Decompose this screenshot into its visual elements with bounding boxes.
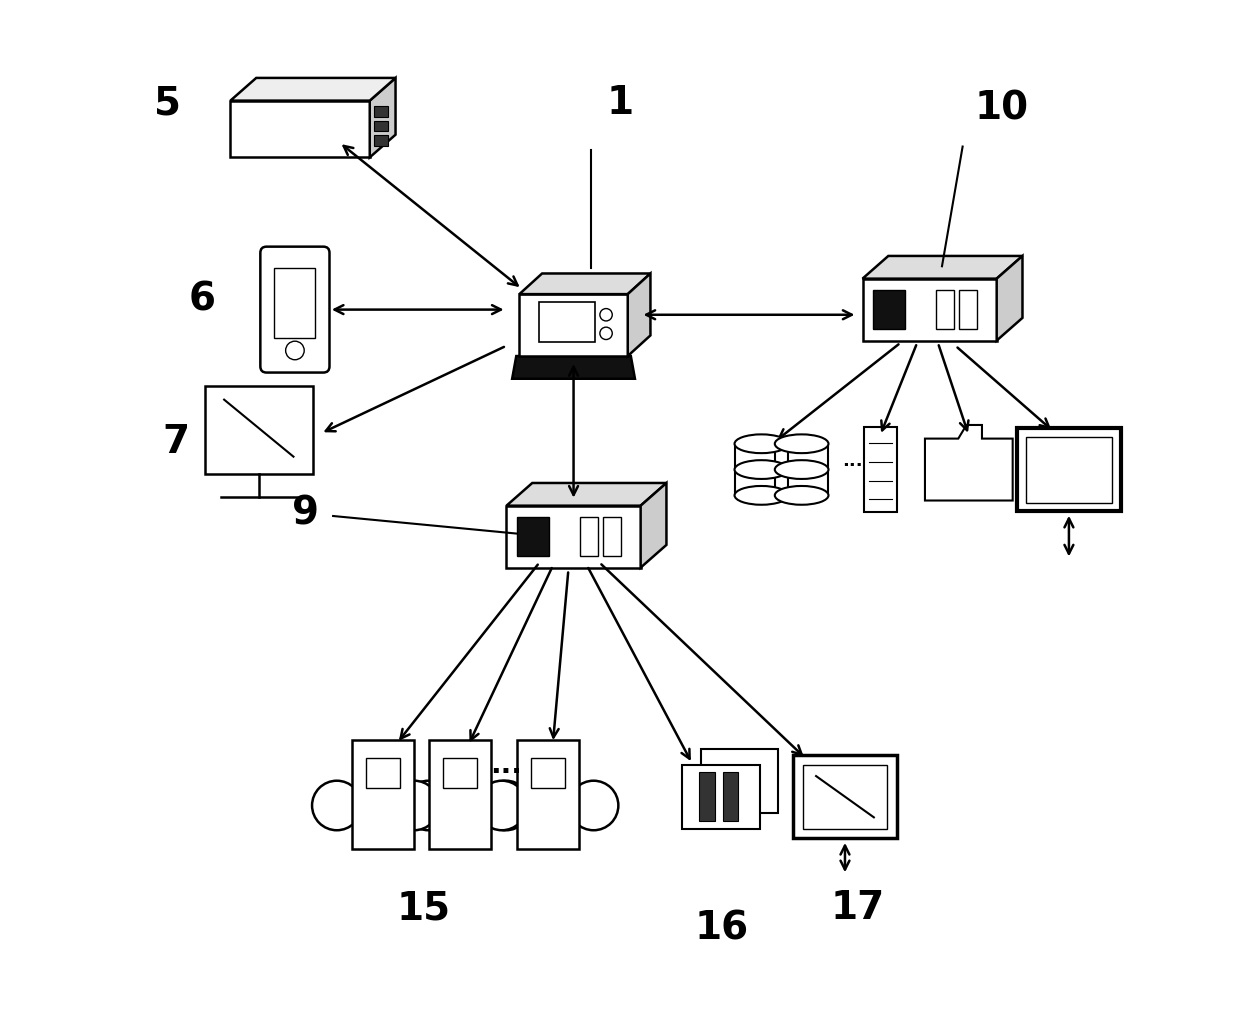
Polygon shape	[863, 256, 1023, 279]
Polygon shape	[997, 256, 1023, 341]
Bar	[506, 506, 641, 568]
Ellipse shape	[734, 486, 789, 505]
Text: 15: 15	[397, 890, 451, 927]
Bar	[520, 294, 627, 356]
Bar	[373, 121, 388, 131]
Bar	[205, 387, 312, 475]
Polygon shape	[231, 78, 396, 101]
Bar	[274, 267, 315, 338]
Text: ···: ···	[491, 757, 522, 786]
Bar	[373, 106, 388, 117]
FancyBboxPatch shape	[260, 247, 330, 373]
Text: ···: ···	[842, 457, 863, 476]
Polygon shape	[512, 356, 635, 379]
Bar	[531, 757, 564, 788]
Circle shape	[569, 780, 619, 830]
Bar	[580, 517, 598, 556]
Circle shape	[600, 327, 613, 340]
Circle shape	[389, 780, 439, 830]
Bar	[1025, 437, 1112, 503]
Circle shape	[477, 780, 527, 830]
Bar	[231, 100, 370, 157]
Bar	[959, 290, 977, 329]
Polygon shape	[520, 273, 651, 294]
Bar	[936, 290, 954, 329]
Text: 9: 9	[291, 495, 319, 533]
Bar	[723, 772, 738, 821]
Circle shape	[600, 309, 613, 321]
Bar	[682, 765, 760, 829]
Text: 16: 16	[694, 910, 748, 947]
Bar	[517, 741, 579, 848]
Ellipse shape	[775, 486, 828, 505]
Bar	[429, 741, 491, 848]
Circle shape	[404, 780, 454, 830]
Text: 6: 6	[188, 281, 216, 318]
Bar	[603, 517, 620, 556]
Text: 5: 5	[155, 85, 181, 122]
Bar	[373, 135, 388, 146]
Bar	[863, 279, 997, 341]
Bar	[517, 517, 549, 556]
Bar	[794, 755, 897, 838]
Bar	[699, 772, 715, 821]
Text: 17: 17	[831, 890, 884, 927]
Bar	[701, 749, 779, 813]
Bar	[443, 757, 477, 788]
Circle shape	[285, 342, 304, 360]
Ellipse shape	[734, 460, 789, 479]
Bar	[1017, 428, 1121, 511]
Ellipse shape	[775, 434, 828, 453]
Circle shape	[312, 780, 362, 830]
Polygon shape	[627, 273, 651, 356]
Text: 7: 7	[162, 423, 190, 460]
Text: 1: 1	[606, 85, 634, 122]
Text: 10: 10	[975, 90, 1029, 127]
Polygon shape	[925, 425, 1013, 501]
Polygon shape	[641, 483, 666, 568]
Bar	[366, 757, 399, 788]
Bar	[863, 427, 897, 512]
Bar	[873, 290, 905, 329]
Bar	[352, 741, 414, 848]
Polygon shape	[506, 483, 666, 506]
Ellipse shape	[775, 460, 828, 479]
Circle shape	[481, 780, 531, 830]
Bar	[539, 301, 595, 342]
Bar	[775, 444, 828, 495]
Polygon shape	[370, 78, 396, 157]
Bar	[734, 444, 789, 495]
Bar	[802, 765, 888, 829]
Ellipse shape	[734, 434, 789, 453]
